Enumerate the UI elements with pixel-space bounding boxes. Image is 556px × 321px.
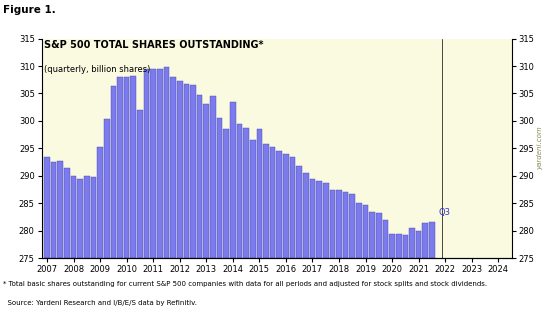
Bar [144,69,150,258]
Bar [369,212,375,258]
Text: Q3: Q3 [439,208,450,217]
Bar [224,129,229,258]
Bar [71,176,76,258]
Bar [170,77,176,258]
Text: yardeni.com: yardeni.com [537,126,543,170]
Bar [203,104,209,258]
Bar [376,213,381,258]
Bar [210,96,216,258]
Bar [217,118,222,258]
Bar [276,151,282,258]
Bar [244,127,249,258]
Bar [316,181,322,258]
Bar [77,179,83,258]
Bar [197,95,202,258]
Text: Figure 1.: Figure 1. [3,5,56,15]
Bar [84,176,90,258]
Bar [104,119,110,258]
Bar [396,234,401,258]
Bar [429,222,435,258]
Bar [190,85,196,258]
Bar [230,102,236,258]
Bar [349,194,355,258]
Bar [57,160,63,258]
Bar [336,190,342,258]
Bar [44,157,50,258]
Bar [97,147,103,258]
Bar [403,235,408,258]
Bar [117,77,123,258]
Bar [323,183,329,258]
Bar [250,140,256,258]
Bar [124,77,130,258]
Bar [157,69,163,258]
Bar [111,86,116,258]
Bar [237,124,242,258]
Bar [183,83,189,258]
Bar [177,81,182,258]
Bar [283,154,289,258]
Bar [263,144,269,258]
Bar [137,110,143,258]
Bar [356,204,362,258]
Bar [163,67,169,258]
Text: Source: Yardeni Research and I/B/E/S data by Refinitiv.: Source: Yardeni Research and I/B/E/S dat… [3,300,197,306]
Bar [303,173,309,258]
Bar [330,190,335,258]
Bar [363,204,369,258]
Bar [423,223,428,258]
Bar [131,76,136,258]
Bar [296,166,302,258]
Bar [343,192,349,258]
Bar [416,231,421,258]
Bar [150,69,156,258]
Bar [270,147,275,258]
Bar [91,177,96,258]
Bar [64,168,70,258]
Bar [290,157,295,258]
Bar [389,234,395,258]
Text: S&P 500 TOTAL SHARES OUTSTANDING*: S&P 500 TOTAL SHARES OUTSTANDING* [44,39,264,50]
Bar [256,129,262,258]
Text: (quarterly, billion shares): (quarterly, billion shares) [44,65,151,74]
Bar [51,162,57,258]
Text: * Total basic shares outstanding for current S&P 500 companies with data for all: * Total basic shares outstanding for cur… [3,281,487,287]
Bar [409,228,415,258]
Bar [383,220,388,258]
Bar [310,179,315,258]
